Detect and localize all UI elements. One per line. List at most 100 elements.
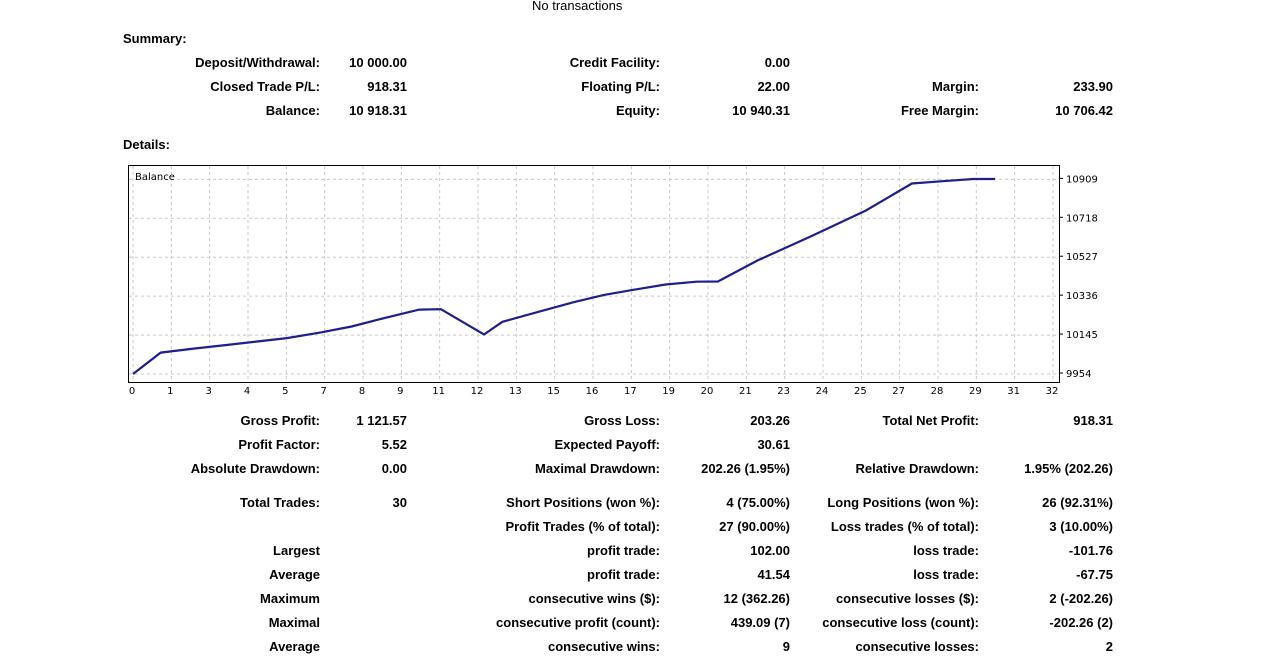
x-tick-label: 31: [1007, 386, 1020, 397]
expected-payoff-label: Expected Payoff:: [554, 437, 660, 452]
deposit-label: Deposit/Withdrawal:: [195, 55, 320, 70]
largest-label: Largest: [273, 543, 320, 558]
summary-header: Summary:: [123, 31, 187, 46]
x-tick-label: 13: [509, 386, 522, 397]
maximal-label: Maximal: [268, 615, 320, 630]
details-header: Details:: [123, 137, 170, 152]
x-tick-label: 20: [701, 386, 714, 397]
short-positions-label: Short Positions (won %):: [506, 495, 660, 510]
average-profit-label: profit trade:: [587, 567, 660, 582]
no-transactions-notice: No transactions: [532, 0, 623, 13]
x-tick-label: 11: [432, 386, 445, 397]
balance-chart: Balance: [128, 165, 1060, 383]
x-tick-label: 28: [931, 386, 944, 397]
profit-factor-value: 5.52: [381, 437, 407, 452]
chart-title: Balance: [135, 172, 175, 183]
average-loss-value: -67.75: [1076, 567, 1113, 582]
maximum-label: Maximum: [260, 591, 320, 606]
avg-cons-wins-label: consecutive wins:: [548, 639, 660, 654]
balance-line: [132, 177, 995, 375]
profit-trades-value: 27 (90.00%): [719, 519, 790, 534]
largest-loss-label: loss trade:: [913, 543, 979, 558]
x-tick-label: 15: [547, 386, 560, 397]
x-tick-label: 29: [969, 386, 982, 397]
abs-drawdown-label: Absolute Drawdown:: [190, 461, 320, 476]
expected-payoff-value: 30.61: [757, 437, 790, 452]
gross-loss-value: 203.26: [750, 413, 790, 428]
x-tick-label: 1: [167, 386, 173, 397]
profit-factor-label: Profit Factor:: [238, 437, 320, 452]
maximal-loss-value: -202.26 (2): [1049, 615, 1113, 630]
x-tick-label: 4: [244, 386, 250, 397]
x-tick-label: 0: [129, 386, 135, 397]
maximal-profit-label: consecutive profit (count):: [496, 615, 660, 630]
largest-loss-value: -101.76: [1068, 543, 1113, 558]
max-cons-wins-value: 12 (362.26): [723, 591, 791, 606]
closed-pl-value: 918.31: [367, 79, 407, 94]
max-drawdown-value: 202.26 (1.95%): [701, 461, 790, 476]
free-margin-value: 10 706.42: [1055, 103, 1113, 118]
average-profit-value: 41.54: [757, 567, 790, 582]
balance-label: Balance:: [265, 103, 320, 118]
short-positions-value: 4 (75.00%): [726, 495, 790, 510]
x-tick-label: 23: [777, 386, 790, 397]
x-tick-label: 27: [892, 386, 905, 397]
credit-label: Credit Facility:: [569, 55, 660, 70]
y-tick-label: 10145: [1066, 330, 1098, 341]
total-trades-value: 30: [392, 495, 407, 510]
x-tick-label: 21: [739, 386, 752, 397]
gross-loss-label: Gross Loss:: [584, 413, 660, 428]
margin-value: 233.90: [1073, 79, 1113, 94]
profit-trades-label: Profit Trades (% of total):: [505, 519, 660, 534]
x-tick-label: 19: [662, 386, 675, 397]
free-margin-label: Free Margin:: [900, 103, 979, 118]
x-tick-label: 17: [624, 386, 637, 397]
loss-trades-label: Loss trades (% of total):: [830, 519, 979, 534]
long-positions-value: 26 (92.31%): [1042, 495, 1113, 510]
floating-label: Floating P/L:: [581, 79, 660, 94]
maximal-profit-value: 439.09 (7): [730, 615, 790, 630]
gross-profit-value: 1 121.57: [356, 413, 407, 428]
x-tick-label: 9: [397, 386, 403, 397]
y-tick-label: 10336: [1066, 291, 1098, 302]
y-tick-label: 10909: [1066, 174, 1098, 185]
y-tick-label: 10718: [1066, 213, 1098, 224]
balance-chart-svg: Balance: [129, 166, 1059, 382]
x-tick-label: 5: [282, 386, 288, 397]
x-tick-label: 24: [816, 386, 829, 397]
max-cons-wins-label: consecutive wins ($):: [528, 591, 660, 606]
total-net-profit-label: Total Net Profit:: [882, 413, 979, 428]
balance-value: 10 918.31: [349, 103, 407, 118]
largest-profit-label: profit trade:: [587, 543, 660, 558]
x-tick-label: 12: [471, 386, 484, 397]
rel-drawdown-label: Relative Drawdown:: [855, 461, 979, 476]
equity-label: Equity:: [615, 103, 660, 118]
total-trades-label: Total Trades:: [240, 495, 320, 510]
avg-cons-losses-label: consecutive losses:: [855, 639, 979, 654]
closed-pl-label: Closed Trade P/L:: [210, 79, 320, 94]
y-tick-label: 9954: [1066, 369, 1091, 380]
avg-cons-losses-value: 2: [1105, 639, 1113, 654]
rel-drawdown-value: 1.95% (202.26): [1024, 461, 1113, 476]
equity-value: 10 940.31: [732, 103, 790, 118]
x-tick-label: 32: [1046, 386, 1059, 397]
x-tick-label: 3: [205, 386, 211, 397]
total-net-profit-value: 918.31: [1073, 413, 1113, 428]
x-tick-label: 8: [359, 386, 365, 397]
y-tick-label: 10527: [1066, 252, 1098, 263]
avg-cons-wins-value: 9: [782, 639, 790, 654]
x-tick-label: 7: [320, 386, 326, 397]
abs-drawdown-value: 0.00: [381, 461, 407, 476]
x-tick-label: 25: [854, 386, 867, 397]
average-label: Average: [269, 567, 320, 582]
average-loss-label: loss trade:: [913, 567, 979, 582]
long-positions-label: Long Positions (won %):: [827, 495, 979, 510]
margin-label: Margin:: [932, 79, 979, 94]
maximal-loss-label: consecutive loss (count):: [822, 615, 979, 630]
deposit-value: 10 000.00: [349, 55, 407, 70]
loss-trades-value: 3 (10.00%): [1049, 519, 1113, 534]
credit-value: 0.00: [764, 55, 790, 70]
x-tick-label: 16: [586, 386, 599, 397]
floating-value: 22.00: [757, 79, 790, 94]
